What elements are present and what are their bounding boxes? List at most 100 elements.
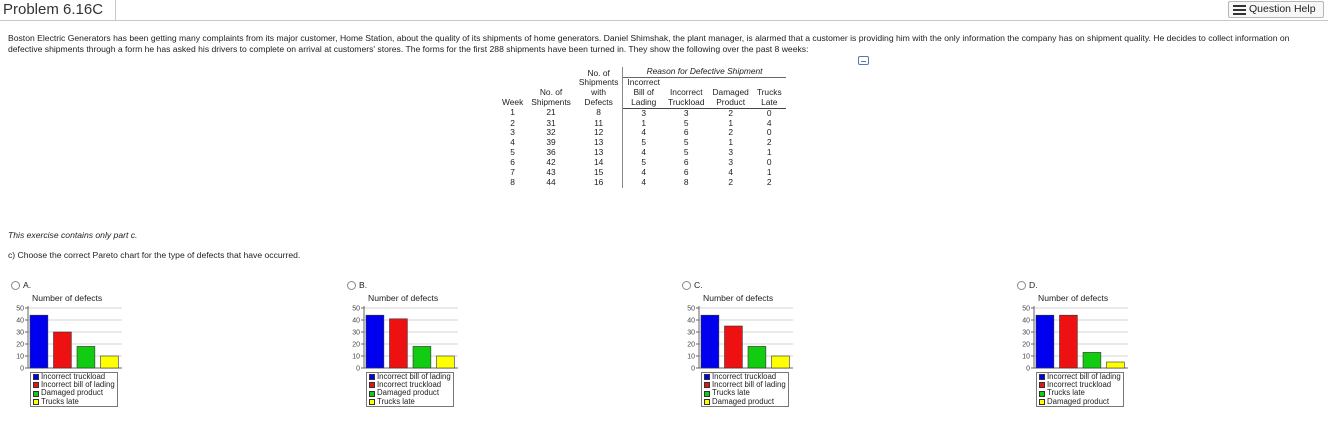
y-tick-label: 10 <box>687 354 695 361</box>
bar-3 <box>412 346 432 369</box>
list-icon <box>1233 4 1246 15</box>
cell-shipments: 43 <box>546 167 556 178</box>
legend-swatch <box>704 382 710 389</box>
y-tick-label: 10 <box>16 354 24 361</box>
table-row: 8 44 16 4 8 2 2 <box>498 176 786 188</box>
pareto-chart: 0 10 20 30 40 50 <box>352 306 458 373</box>
y-tick-label: 40 <box>1022 318 1030 325</box>
legend-label: Incorrect bill of lading <box>377 372 451 381</box>
bar-2 <box>53 331 72 369</box>
legend-entry: Damaged product <box>704 396 786 406</box>
table-row: 5 36 13 4 5 3 1 <box>498 147 786 159</box>
cell-bill: 5 <box>641 137 647 148</box>
bar-1 <box>700 314 720 369</box>
legend-label: Trucks late <box>1047 388 1085 398</box>
legend-entry: Damaged product <box>1039 397 1121 406</box>
cell-shipments: 31 <box>546 117 556 128</box>
bar-2 <box>724 325 743 369</box>
table-row: 3 32 12 4 6 2 0 <box>498 127 786 139</box>
cell-week: 3 <box>510 127 515 138</box>
legend-swatch <box>1039 398 1045 405</box>
table-row: 2 31 11 1 5 1 4 <box>498 117 786 129</box>
question-help-button[interactable]: Question Help <box>1228 1 1324 18</box>
legend-swatch <box>1039 374 1045 381</box>
y-tick-label: 50 <box>687 306 695 313</box>
bar-3 <box>747 346 767 369</box>
legend-entry: Incorrect truckload <box>33 372 115 381</box>
bar-2 <box>389 318 408 369</box>
y-tick-label: 40 <box>16 318 24 325</box>
cell-truckload: 5 <box>683 137 689 148</box>
legend-swatch <box>33 390 39 397</box>
cell-defects: 8 <box>574 107 624 119</box>
cell-late: 0 <box>766 127 772 138</box>
cell-late: 2 <box>766 137 772 148</box>
cell-week: 4 <box>510 137 515 148</box>
y-tick-label: 40 <box>352 318 360 325</box>
col-shipments-header: No. of Shipments <box>531 87 571 108</box>
option-a[interactable]: A. Number of defects 0 10 20 30 40 50 Incorrec… <box>8 280 148 420</box>
bar-4 <box>1106 361 1125 369</box>
cell-bill: 3 <box>641 107 647 118</box>
legend-entry: Damaged product <box>33 389 115 397</box>
bar-1 <box>29 314 49 369</box>
radio-button[interactable] <box>1017 281 1026 290</box>
y-tick-label: 0 <box>356 366 360 373</box>
cell-damaged: 1 <box>728 137 733 148</box>
legend-entry: Incorrect bill of lading <box>704 380 786 389</box>
legend-swatch <box>33 374 39 381</box>
cell-bill: 4 <box>641 176 647 187</box>
question-text: c) Choose the correct Pareto chart for t… <box>8 250 301 260</box>
option-b[interactable]: B. Number of defects 0 10 20 30 40 50 Incorrec… <box>344 280 484 420</box>
chart-legend: Incorrect bill of lading Incorrect truckl… <box>366 372 454 407</box>
chart-title: Number of defects <box>32 293 103 303</box>
legend-entry: Trucks late <box>369 397 451 406</box>
problem-header: Problem 6.16C Question Help <box>0 0 1328 21</box>
table-row: 1 21 8 3 3 2 0 <box>498 107 786 119</box>
pareto-chart: 0 10 20 30 40 50 <box>1022 306 1128 373</box>
cell-shipments: 21 <box>546 107 556 118</box>
legend-entry: Incorrect truckload <box>1039 380 1121 390</box>
option-d[interactable]: D. Number of defects 0 10 20 30 40 50 Incorrec… <box>1014 280 1154 420</box>
option-c[interactable]: C. Number of defects 0 10 20 30 40 50 Incorrec… <box>679 280 819 420</box>
radio-button[interactable] <box>11 281 20 290</box>
legend-entry: Damaged product <box>369 389 451 397</box>
y-tick-label: 10 <box>352 354 360 361</box>
table-row: 4 39 13 5 5 1 2 <box>498 137 786 149</box>
cell-truckload: 6 <box>683 167 689 178</box>
legend-label: Incorrect truckload <box>1047 380 1112 390</box>
legend-swatch <box>369 374 375 381</box>
cell-shipments: 39 <box>546 137 556 148</box>
cell-late: 1 <box>766 147 772 158</box>
legend-label: Damaged product <box>41 388 103 398</box>
chart-legend: Incorrect bill of lading Incorrect truckl… <box>1036 372 1124 407</box>
bar-3 <box>76 346 96 369</box>
bar-3 <box>1082 352 1102 369</box>
cell-defects: 13 <box>574 147 624 159</box>
legend-label: Damaged product <box>712 396 774 406</box>
option-letter: A. <box>23 280 32 290</box>
reason-group-header: Reason for Defective Shipment <box>622 66 786 78</box>
y-tick-label: 30 <box>16 330 24 337</box>
cell-defects: 13 <box>574 137 624 149</box>
legend-entry: Incorrect bill of lading <box>369 372 451 381</box>
radio-button[interactable] <box>682 281 691 290</box>
option-letter: B. <box>359 280 368 290</box>
legend-swatch <box>369 390 375 397</box>
cell-bill: 4 <box>641 127 647 138</box>
y-tick-label: 50 <box>352 306 360 313</box>
y-tick-label: 30 <box>687 330 695 337</box>
col-late-header: Trucks Late <box>752 87 786 109</box>
radio-button[interactable] <box>347 281 356 290</box>
legend-label: Incorrect truckload <box>41 372 106 381</box>
cell-late: 0 <box>766 107 772 118</box>
legend-label: Trucks late <box>712 388 750 398</box>
legend-swatch <box>1039 382 1045 389</box>
cell-bill: 1 <box>641 117 647 128</box>
cell-late: 0 <box>766 157 772 168</box>
col-bill-header-top: Incorrect <box>627 76 661 87</box>
option-letter: D. <box>1029 280 1038 290</box>
edit-icon[interactable] <box>858 56 869 65</box>
problem-intro-text: Boston Electric Generators has been gett… <box>8 33 1290 54</box>
y-tick-label: 0 <box>20 366 24 373</box>
